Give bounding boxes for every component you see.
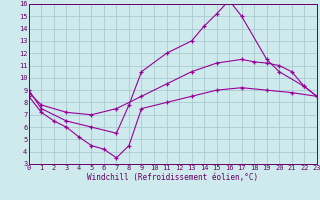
X-axis label: Windchill (Refroidissement éolien,°C): Windchill (Refroidissement éolien,°C) bbox=[87, 173, 258, 182]
